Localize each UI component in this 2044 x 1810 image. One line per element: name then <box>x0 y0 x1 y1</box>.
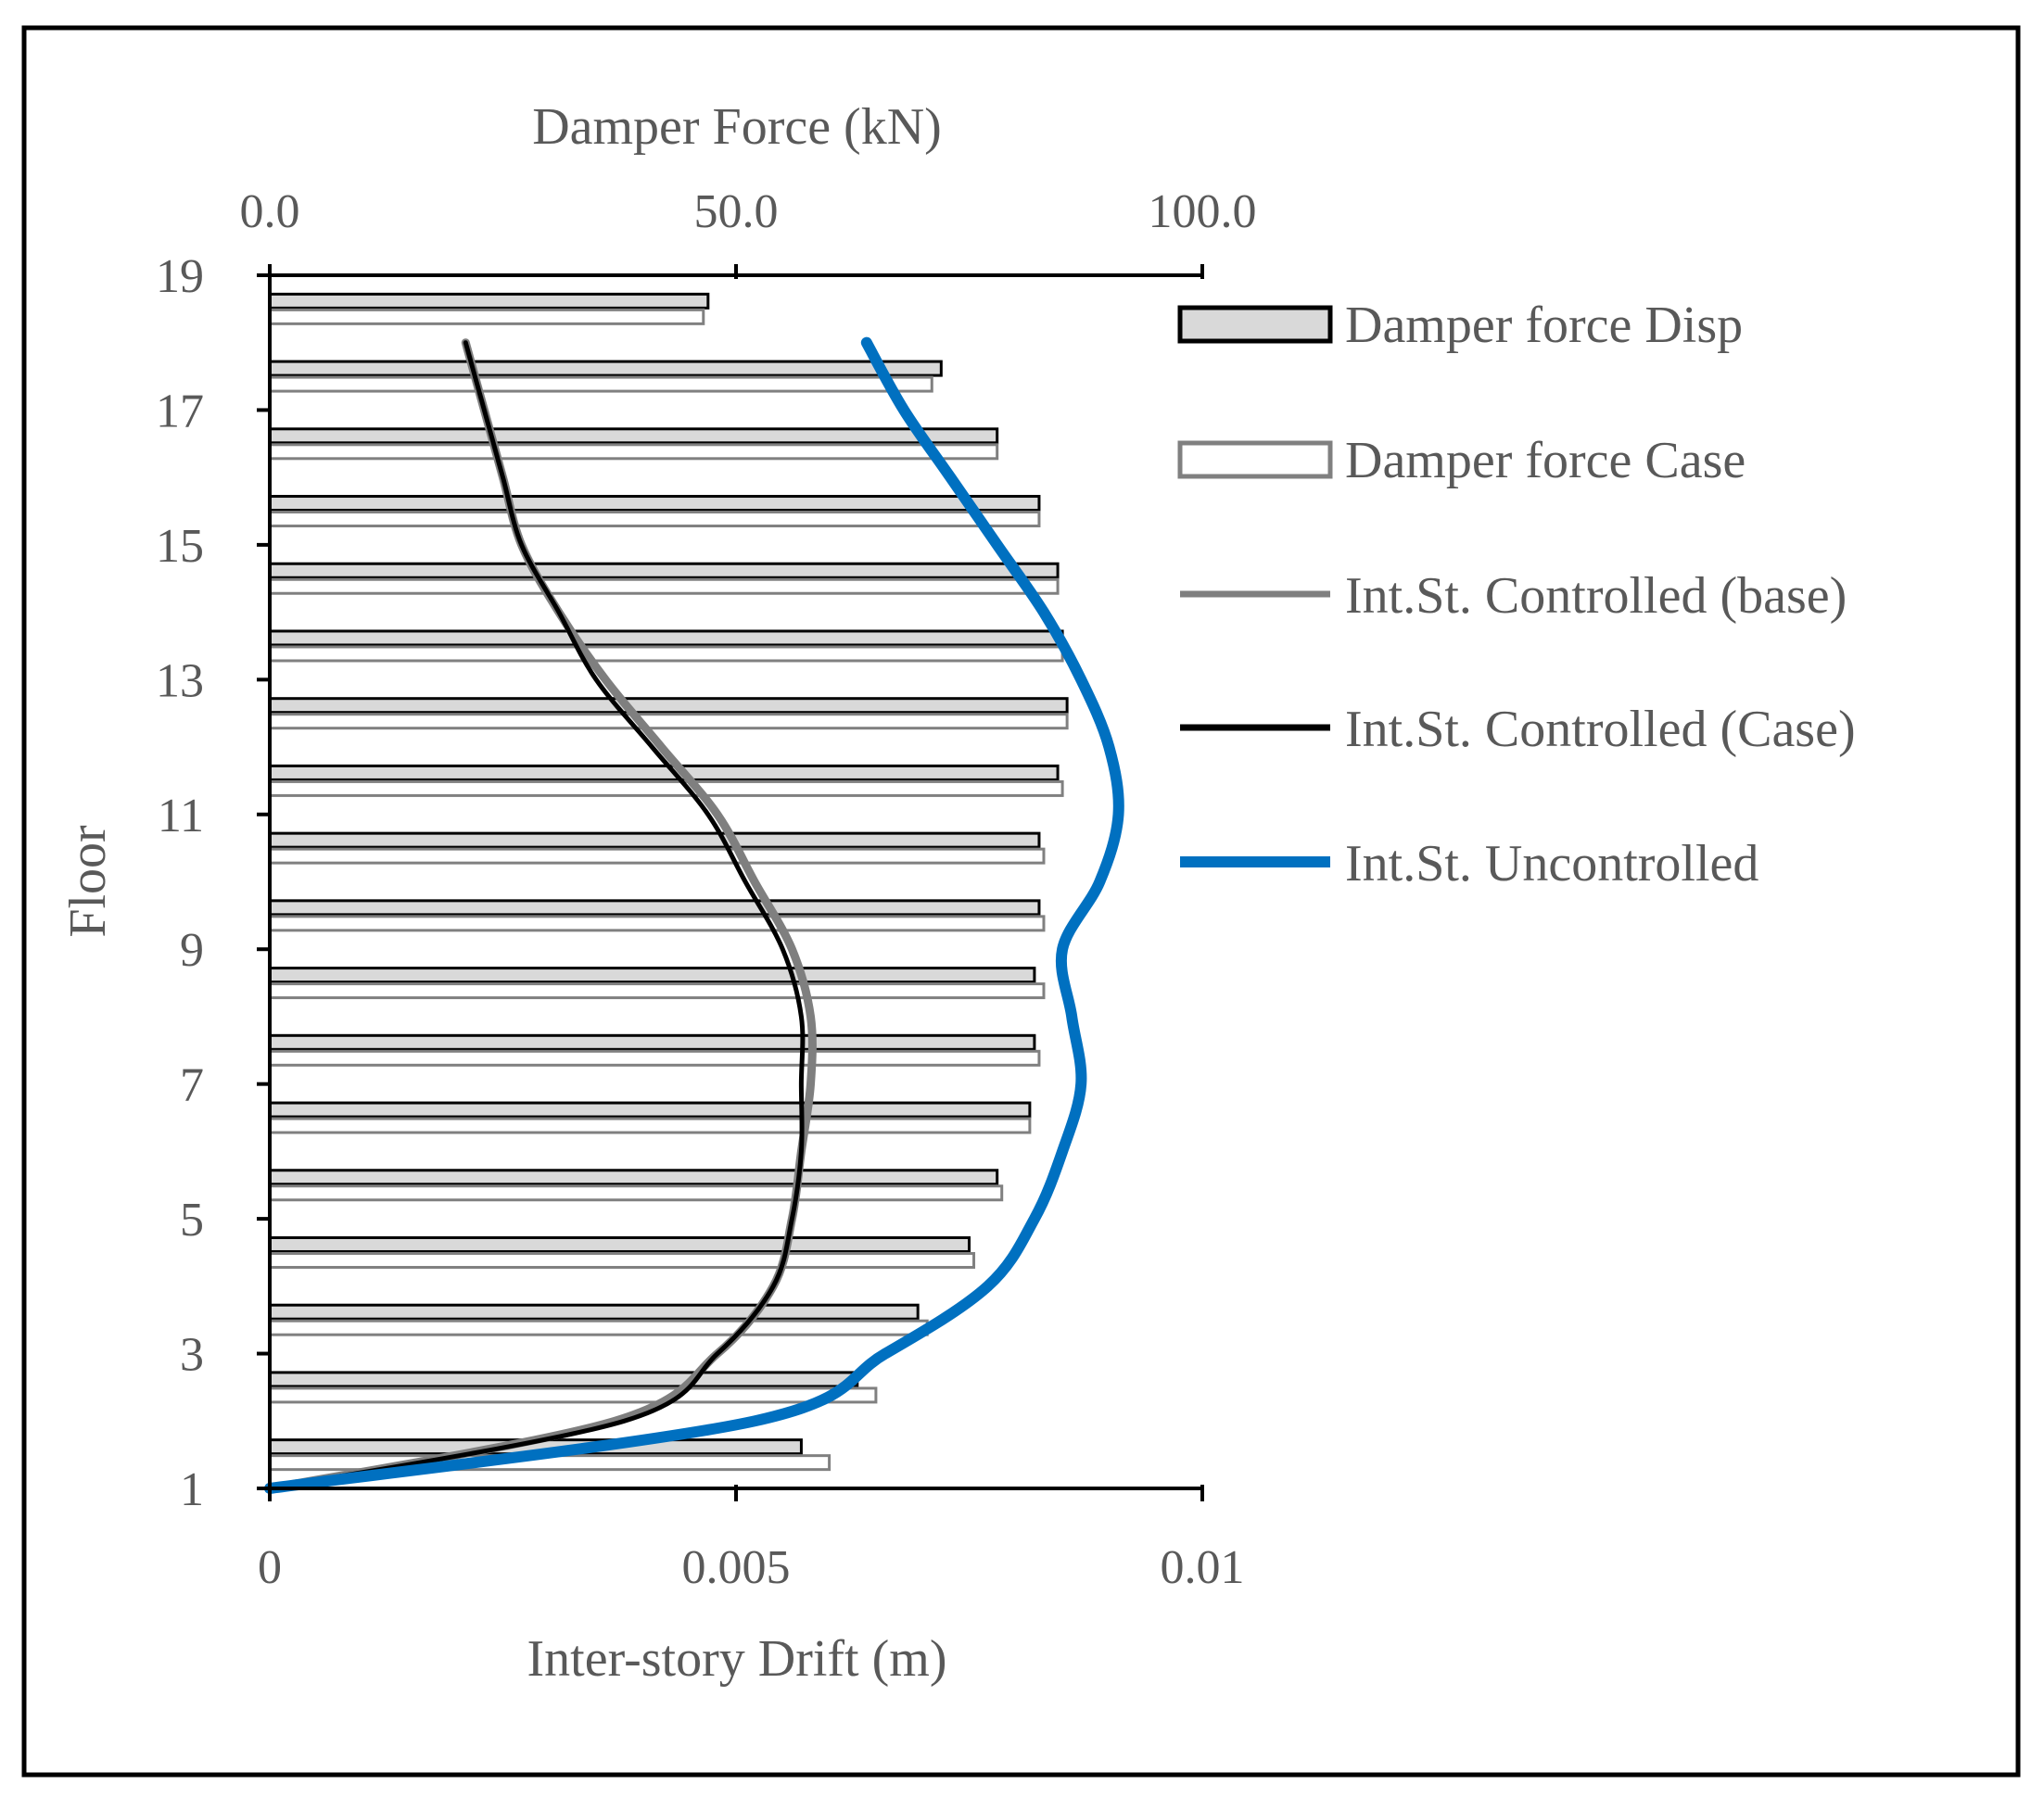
y-tick-label: 7 <box>180 1059 204 1112</box>
bar-damper-disp <box>268 292 710 310</box>
y-tick-label: 17 <box>156 385 204 437</box>
legend-label-controlled-case: Int.St. Controlled (Case) <box>1345 701 1856 758</box>
bottom-tick-label: 0 <box>258 1541 282 1594</box>
bar-damper-case <box>268 577 1060 595</box>
line-uncontrolled <box>264 336 1124 1494</box>
top-axis-title: Damper Force (kN) <box>532 98 942 156</box>
bar-damper-disp <box>268 899 1041 917</box>
legend-swatch-damper-case <box>1177 440 1333 479</box>
bottom-axis-title: Inter-story Drift (m) <box>527 1630 947 1688</box>
bar-damper-disp <box>268 360 943 377</box>
legend-label-controlled-base: Int.St. Controlled (base) <box>1345 567 1847 625</box>
bar-damper-disp <box>268 629 1064 647</box>
bar-damper-case <box>268 443 999 461</box>
bar-damper-case <box>268 375 933 393</box>
bar-damper-disp <box>268 1169 999 1186</box>
y-axis-title: Floor <box>59 825 117 938</box>
y-tick-label: 13 <box>156 654 204 707</box>
bar-damper-disp <box>268 764 1060 781</box>
bar-damper-case <box>268 308 705 325</box>
bar-damper-case <box>268 1386 878 1404</box>
bar-damper-disp <box>268 495 1041 513</box>
legend-label-damper-case: Damper force Case <box>1345 432 1746 489</box>
top-tick-label: 0.0 <box>240 185 300 238</box>
bar-damper-case <box>268 847 1046 865</box>
bottom-tick-label: 0.01 <box>1161 1541 1245 1594</box>
lines-layer <box>264 336 1124 1494</box>
bar-damper-case <box>268 1117 1032 1134</box>
bar-damper-case <box>268 1184 1004 1202</box>
bar-damper-case <box>268 982 1046 1000</box>
bar-damper-disp <box>268 1101 1032 1119</box>
bar-damper-disp <box>268 427 999 445</box>
bar-damper-case <box>268 1049 1041 1067</box>
bar-damper-case <box>268 779 1064 797</box>
legend-swatch-damper-disp <box>1177 305 1333 344</box>
bar-damper-disp <box>268 1235 971 1253</box>
bar-damper-case <box>268 511 1041 528</box>
y-tick-label: 3 <box>180 1329 204 1382</box>
y-tick-label: 5 <box>180 1194 204 1247</box>
bar-damper-case <box>268 1251 976 1269</box>
y-tick-label: 11 <box>158 790 204 842</box>
bar-damper-disp <box>268 967 1036 984</box>
legend-label-uncontrolled: Int.St. Uncontrolled <box>1345 835 1758 892</box>
legend: Damper force Disp Damper force Case Int.… <box>1177 297 1856 892</box>
bar-damper-case <box>268 713 1069 730</box>
bar-damper-case <box>268 915 1046 932</box>
top-tick-label: 100.0 <box>1149 185 1257 238</box>
line-controlled-case <box>267 340 806 1491</box>
top-tick-label: 50.0 <box>694 185 779 238</box>
bar-damper-case <box>268 645 1064 663</box>
legend-label-damper-disp: Damper force Disp <box>1345 297 1743 354</box>
y-tick-label: 1 <box>180 1463 204 1516</box>
bottom-tick-label: 0.005 <box>682 1541 791 1594</box>
y-tick-label: 19 <box>156 250 204 303</box>
y-tick-label: 9 <box>180 924 204 977</box>
bar-damper-disp <box>268 1371 859 1388</box>
y-tick-label: 15 <box>156 520 204 573</box>
bar-damper-case <box>268 1319 929 1336</box>
bar-damper-disp <box>268 1033 1036 1051</box>
bar-damper-disp <box>268 697 1069 715</box>
bar-damper-disp <box>268 831 1041 849</box>
bar-damper-disp <box>268 1303 920 1321</box>
bar-damper-disp <box>268 562 1060 579</box>
